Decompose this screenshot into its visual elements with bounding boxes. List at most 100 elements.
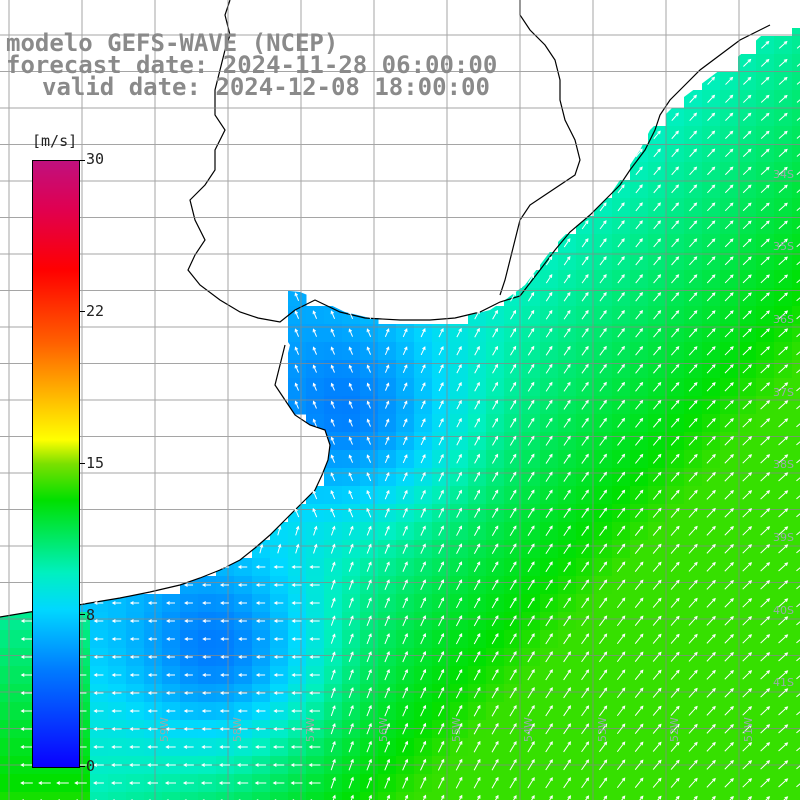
wind-arrow	[706, 310, 716, 320]
wind-arrow	[796, 189, 800, 193]
wind-arrow	[706, 382, 716, 392]
wind-arrow	[760, 328, 770, 338]
wind-arrow	[492, 417, 499, 428]
wind-arrow	[724, 346, 734, 356]
wind-arrow	[255, 619, 266, 623]
wind-arrow	[366, 686, 372, 699]
wind-arrow	[563, 597, 571, 609]
wind-speed-cell	[234, 792, 253, 800]
wind-arrow	[688, 489, 698, 500]
wind-arrow	[778, 508, 789, 518]
wind-arrow	[617, 363, 625, 374]
wind-arrow	[420, 418, 426, 428]
wind-arrow	[255, 637, 266, 641]
wind-arrow	[563, 381, 571, 392]
wind-arrow	[760, 670, 771, 680]
wind-arrow	[330, 418, 335, 427]
wind-arrow	[129, 601, 140, 605]
wind-arrow	[236, 763, 249, 767]
forecast-date: forecast date: 2024-11-28 06:00:00	[6, 51, 498, 79]
wind-arrow	[742, 706, 753, 716]
wind-arrow	[272, 781, 285, 785]
wind-arrow	[634, 723, 644, 734]
wind-speed-cell	[306, 792, 325, 800]
wind-arrow	[545, 741, 553, 753]
wind-arrow	[599, 597, 608, 609]
wind-arrow	[420, 346, 426, 356]
wind-arrow	[778, 634, 789, 644]
wind-speed-cell	[792, 540, 800, 559]
wind-arrow	[616, 741, 626, 753]
wind-arrow	[635, 202, 643, 212]
wind-arrow	[402, 597, 408, 609]
wind-arrow	[652, 453, 662, 464]
wind-arrow	[653, 328, 662, 338]
wind-arrow	[670, 669, 680, 680]
wind-arrow	[778, 328, 789, 338]
wind-arrow	[761, 40, 770, 49]
wind-arrow	[513, 794, 517, 800]
wind-arrow	[599, 471, 608, 482]
wind-arrow	[796, 495, 800, 500]
wind-arrow	[778, 598, 789, 608]
wind-arrow	[348, 507, 354, 518]
wind-arrow	[742, 724, 753, 734]
wind-arrow	[563, 723, 571, 735]
wind-arrow	[491, 597, 499, 609]
wind-arrow	[420, 525, 426, 536]
wind-arrow	[796, 63, 800, 67]
wind-arrow	[366, 704, 372, 717]
wind-arrow	[724, 328, 734, 338]
wind-arrow	[617, 345, 625, 356]
wind-arrow	[545, 507, 553, 518]
wind-speed-cell	[792, 612, 800, 631]
wind-speed-cell	[468, 792, 487, 800]
wind-arrow	[617, 202, 625, 212]
wind-arrow	[778, 94, 788, 103]
wind-arrow	[165, 601, 175, 605]
coastline-path-north	[187, 0, 771, 323]
wind-arrow	[438, 650, 445, 663]
wind-arrow	[386, 794, 391, 800]
wind-arrow	[778, 436, 789, 446]
wind-arrow	[219, 745, 230, 749]
wind-arrow	[616, 705, 626, 717]
wind-arrow	[760, 688, 771, 698]
wind-arrow	[778, 148, 788, 157]
wind-arrow	[688, 669, 698, 680]
wind-arrow	[796, 387, 800, 392]
wind-arrow	[476, 794, 481, 800]
wind-arrow	[760, 580, 771, 590]
wind-arrow	[689, 202, 698, 212]
wind-arrow	[760, 544, 771, 554]
wind-arrow	[563, 741, 571, 753]
wind-arrow	[689, 94, 698, 103]
coastline-path-lagoon	[499, 0, 581, 296]
wind-arrow	[202, 601, 211, 605]
wind-arrow	[509, 507, 517, 518]
wind-arrow	[291, 583, 302, 587]
wind-arrow	[366, 382, 371, 391]
wind-arrow	[688, 561, 698, 572]
wind-arrow	[742, 580, 753, 590]
wind-arrow	[509, 722, 517, 735]
wind-arrow	[688, 399, 698, 410]
wind-arrow	[599, 669, 608, 681]
wind-arrow	[742, 472, 753, 482]
lon-label: 51W	[742, 717, 755, 742]
wind-arrow	[420, 543, 426, 554]
wind-arrow	[254, 763, 267, 767]
wind-arrow	[366, 543, 372, 554]
wind-arrow	[652, 489, 662, 500]
wind-arrow	[688, 453, 698, 464]
wind-arrow	[218, 781, 231, 785]
wind-speed-cell	[90, 792, 109, 800]
wind-arrow	[652, 507, 662, 518]
valid-date: valid date: 2024-12-08 18:00:00	[42, 73, 490, 101]
wind-arrow	[237, 727, 248, 731]
wind-arrow	[527, 597, 535, 609]
wind-speed-cell	[792, 576, 800, 595]
wind-arrow	[634, 507, 644, 518]
wind-arrow	[742, 598, 753, 608]
wind-arrow	[438, 489, 444, 500]
